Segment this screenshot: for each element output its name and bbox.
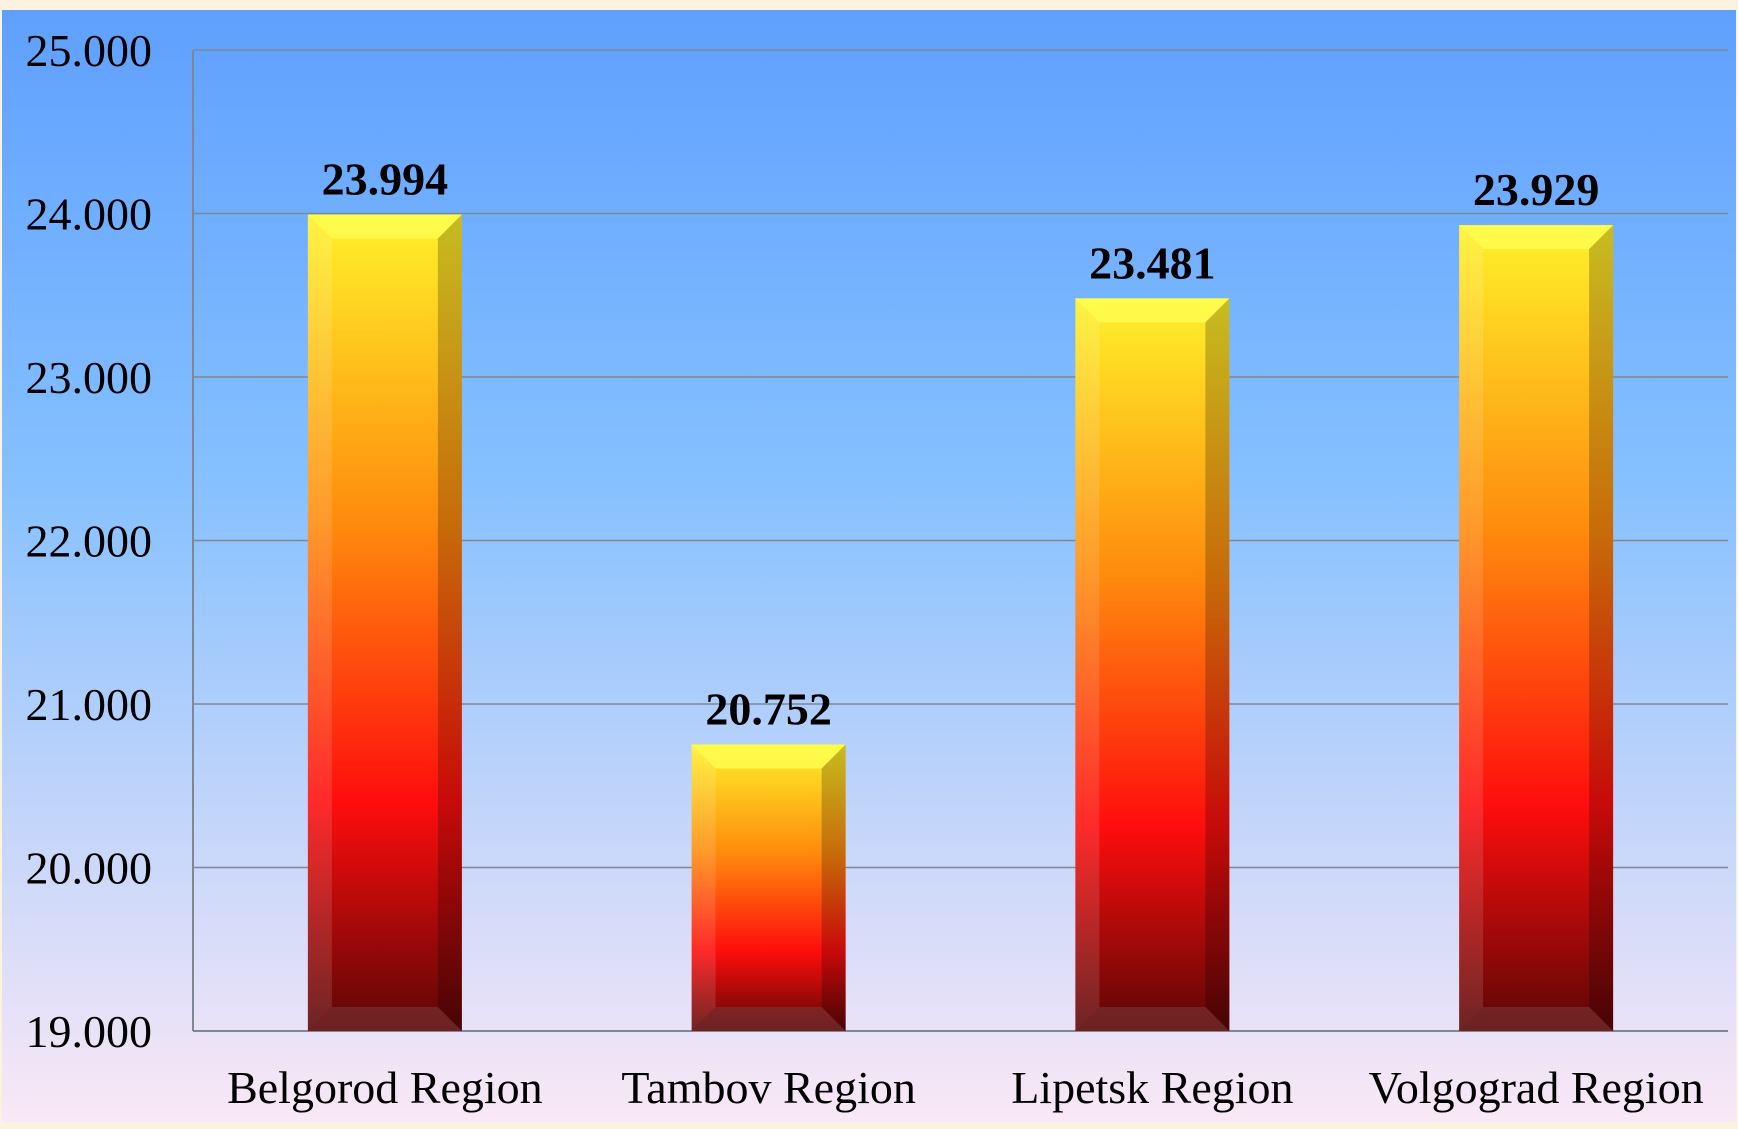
bar-left-bevel [1075, 298, 1100, 1031]
bar-left-bevel [691, 744, 716, 1031]
bar-bottom-bevel [1075, 1007, 1230, 1031]
y-tick-label: 22.000 [26, 516, 153, 567]
x-category-label: Volgograd Region [1369, 1062, 1704, 1113]
bar-top-bevel [1459, 225, 1614, 250]
x-axis-category-labels: Belgorod Region Tambov Region Lipetsk Regi… [227, 1062, 1704, 1113]
bar-left-bevel [1459, 225, 1484, 1031]
bar-body [1075, 298, 1230, 1031]
bars [307, 214, 1614, 1031]
bar-bottom-bevel [307, 1007, 462, 1031]
bar-top-bevel [307, 214, 462, 239]
bar-body [691, 744, 846, 1031]
bar [1459, 225, 1614, 1031]
data-label: 20.752 [705, 684, 832, 735]
data-label: 23.929 [1473, 164, 1600, 215]
y-tick-label: 23.000 [26, 352, 153, 403]
bar-body [1459, 225, 1614, 1031]
bar [691, 744, 846, 1031]
x-category-label: Tambov Region [621, 1062, 915, 1113]
data-label: 23.994 [322, 153, 449, 204]
bar [1075, 298, 1230, 1031]
y-tick-label: 19.000 [26, 1006, 153, 1057]
y-tick-label: 25.000 [26, 25, 153, 76]
bar-right-bevel [437, 214, 462, 1031]
y-tick-label: 24.000 [26, 189, 153, 240]
y-tick-label: 20.000 [26, 843, 153, 894]
y-tick-label: 21.000 [26, 679, 153, 730]
bar-bottom-bevel [1459, 1007, 1614, 1031]
bar-right-bevel [1589, 225, 1614, 1031]
bar-right-bevel [821, 744, 846, 1031]
data-labels: 23.994 20.752 23.481 23.929 [322, 153, 1600, 734]
bar-left-bevel [307, 214, 332, 1031]
plot-background [2, 10, 1736, 1122]
bar-right-bevel [1205, 298, 1230, 1031]
bar-top-bevel [1075, 298, 1230, 323]
x-category-label: Belgorod Region [227, 1062, 543, 1113]
bar [307, 214, 462, 1031]
x-category-label: Lipetsk Region [1011, 1062, 1293, 1113]
data-label: 23.481 [1089, 237, 1216, 288]
y-axis-tick-labels: 19.000 20.000 21.000 22.000 23.000 24.000 25.0… [26, 25, 153, 1057]
bar-body [307, 214, 462, 1031]
bar-bottom-bevel [691, 1007, 846, 1031]
bar-top-bevel [691, 744, 846, 769]
